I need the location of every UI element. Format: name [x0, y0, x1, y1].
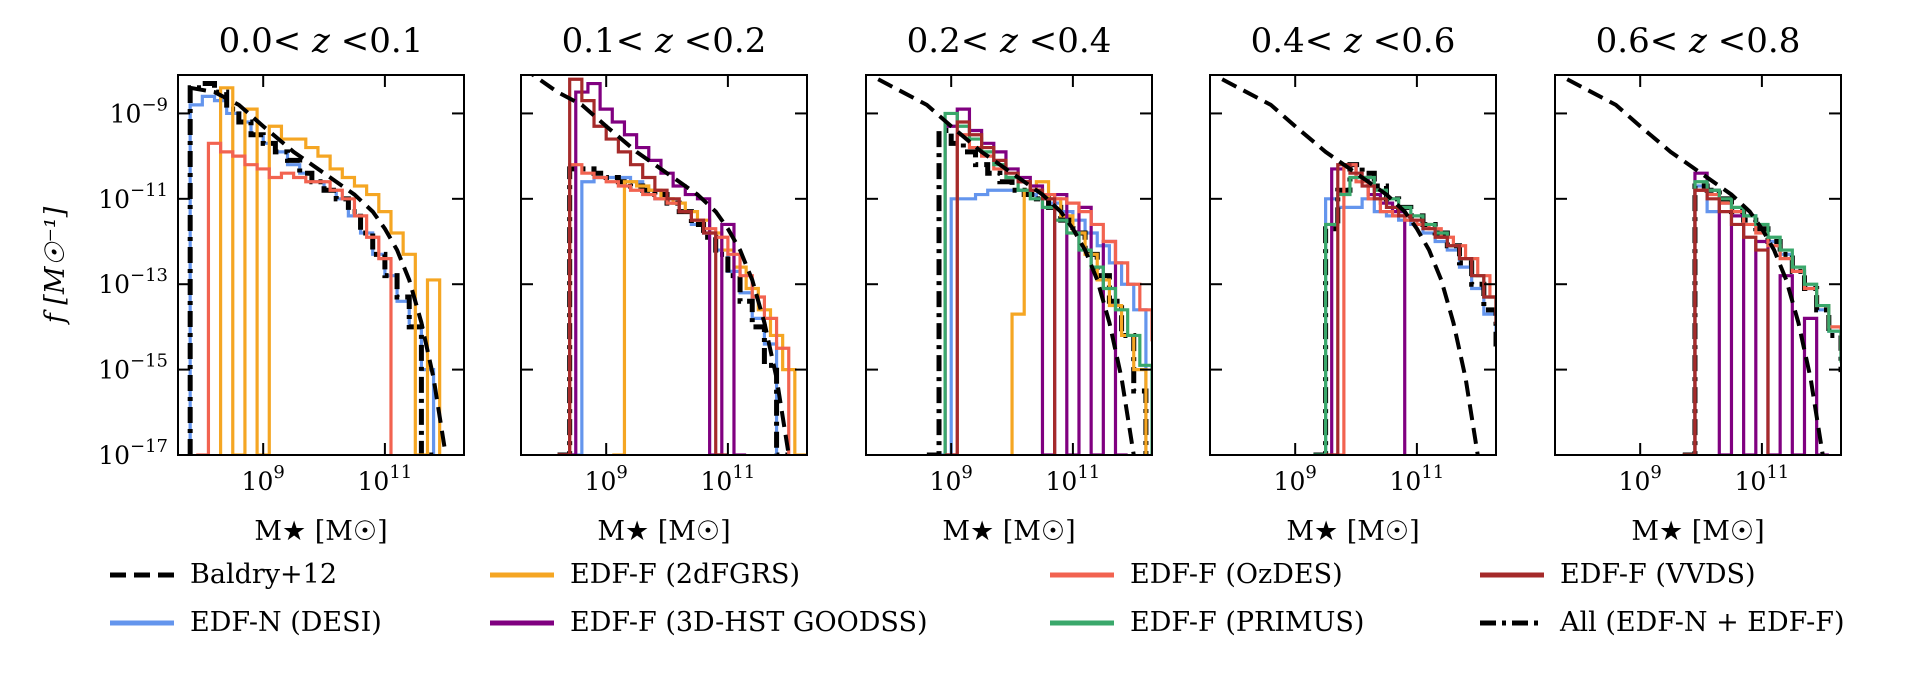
plot-area — [1566, 77, 1841, 455]
legend-item-2dfgrs: EDF-F (2dFGRS) — [490, 559, 800, 590]
axes-frame — [865, 74, 1153, 456]
panels-group: 10−9 10−11 10−13 10−15 10−17 109 1011 0.0< z <0… — [98, 21, 1842, 547]
panel-title: 0.0< z <0.1 — [219, 21, 424, 61]
x-tick-label: 1011 — [1390, 462, 1445, 496]
x-tick-label: 1011 — [1046, 462, 1101, 496]
axes-frame — [177, 74, 465, 456]
x-tick-label: 1011 — [1735, 462, 1790, 496]
panel-title: 0.2< z <0.4 — [907, 21, 1112, 61]
series-ozdes — [196, 141, 393, 455]
series-hst — [563, 81, 747, 455]
legend-item-vvds: EDF-F (VVDS) — [1480, 559, 1756, 590]
x-axis-label: M★ [M☉] — [1286, 516, 1419, 547]
legend-label: EDF-F (3D-HST GOODSS) — [570, 607, 927, 638]
x-tick-label: 109 — [1619, 462, 1662, 496]
panel-5: 109 1011 0.6< z <0.8 M★ [M☉] — [1554, 21, 1842, 547]
y-tick-label: 10−13 — [98, 265, 168, 299]
series-desi — [569, 175, 779, 455]
y-tick-label: 10−15 — [98, 351, 168, 385]
panel-3: 109 1011 0.2< z <0.4 M★ [M☉] — [865, 21, 1153, 547]
axes-frame — [1209, 74, 1497, 456]
legend-label: EDF-F (2dFGRS) — [570, 559, 800, 590]
x-axis-label: M★ [M☉] — [597, 516, 730, 547]
legend-label: EDF-F (PRIMUS) — [1130, 607, 1364, 638]
legend: Baldry+12 EDF-F (2dFGRS) EDF-F (OzDES) EDF-… — [110, 559, 1845, 638]
panel-4: 109 1011 0.4< z <0.6 M★ [M☉] — [1209, 21, 1497, 547]
plot-area — [187, 81, 448, 455]
series-vvds — [557, 77, 728, 455]
legend-item-primus: EDF-F (PRIMUS) — [1050, 607, 1364, 638]
legend-item-ozdes: EDF-F (OzDES) — [1050, 559, 1343, 590]
series-2dfgrs — [218, 86, 442, 455]
axes-frame — [520, 74, 808, 456]
panel-title: 0.1< z <0.2 — [562, 21, 767, 61]
x-tick-label: 109 — [585, 462, 628, 496]
series-all — [1682, 183, 1841, 455]
legend-item-desi: EDF-N (DESI) — [110, 607, 382, 638]
plot-area — [529, 75, 807, 455]
x-tick-label: 109 — [242, 462, 285, 496]
legend-label: EDF-N (DESI) — [190, 607, 382, 638]
series-vvds — [1682, 188, 1770, 455]
y-axis-label: f [M☉⁻¹] — [40, 206, 71, 325]
legend-label: All (EDF-N + EDF-F) — [1559, 607, 1845, 638]
series-baldry — [1221, 77, 1480, 455]
legend-item-all: All (EDF-N + EDF-F) — [1480, 607, 1845, 638]
legend-label: EDF-F (OzDES) — [1130, 559, 1343, 590]
x-tick-label: 1011 — [701, 462, 756, 496]
series-all — [926, 128, 1149, 455]
legend-item-baldry: Baldry+12 — [110, 559, 337, 590]
panel-1: 10−9 10−11 10−13 10−15 10−17 109 1011 0.0< z <0… — [98, 21, 465, 547]
series-hst — [943, 107, 1128, 455]
axes-frame — [1554, 74, 1842, 456]
x-axis-label: M★ [M☉] — [1631, 516, 1764, 547]
x-axis-label: M★ [M☉] — [254, 516, 387, 547]
legend-item-hst: EDF-F (3D-HST GOODSS) — [490, 607, 927, 638]
series-baldry — [529, 75, 791, 455]
series-primus — [943, 111, 1152, 455]
x-tick-label: 109 — [930, 462, 973, 496]
panel-2: 109 1011 0.1< z <0.2 M★ [M☉] — [520, 21, 808, 547]
series-baldry — [877, 77, 1136, 455]
series-primus — [1682, 180, 1841, 455]
series-all — [187, 81, 434, 455]
series-vvds — [945, 120, 1057, 455]
x-axis-label: M★ [M☉] — [942, 516, 1075, 547]
plot-area — [877, 77, 1152, 455]
plot-area — [1221, 77, 1496, 455]
x-tick-label: 109 — [1274, 462, 1317, 496]
panel-title: 0.6< z <0.8 — [1596, 21, 1801, 61]
legend-label: EDF-F (VVDS) — [1560, 559, 1756, 590]
legend-label: Baldry+12 — [190, 559, 337, 590]
series-all — [557, 166, 789, 455]
series-hst — [1693, 171, 1829, 455]
panel-title: 0.4< z <0.6 — [1251, 21, 1456, 61]
y-tick-label: 10−11 — [98, 180, 168, 214]
x-tick-label: 1011 — [358, 462, 413, 496]
y-tick-label: 10−9 — [110, 94, 168, 128]
series-baldry — [1566, 77, 1825, 455]
series-baldry — [189, 85, 448, 455]
y-tick-label: 10−17 — [98, 436, 168, 470]
